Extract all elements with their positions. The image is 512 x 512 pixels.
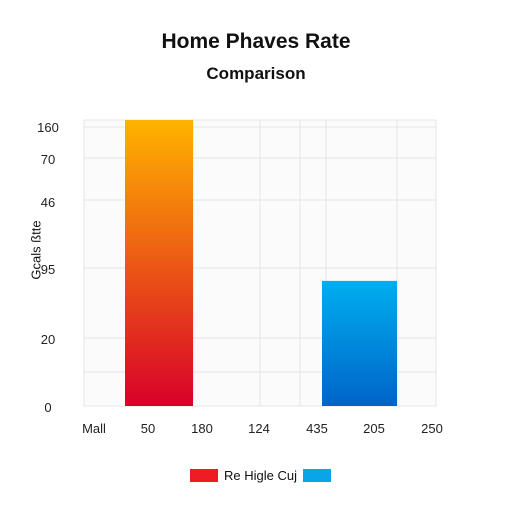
- legend-swatch-red: [190, 469, 218, 482]
- chart-subtitle: Comparison: [206, 64, 306, 83]
- y-tick-label: 20: [41, 332, 55, 347]
- y-tick-label: 70: [41, 152, 55, 167]
- x-tick-label: 50: [141, 421, 155, 436]
- bar-0: [125, 120, 193, 406]
- chart-title: Home Phaves Rate: [161, 30, 351, 53]
- bar-1: [322, 280, 397, 406]
- legend-label: Re Higle Cuj: [224, 468, 297, 483]
- x-tick-label: Mall: [82, 421, 106, 436]
- bars: [125, 120, 397, 406]
- x-tick-label: 435: [306, 421, 328, 436]
- y-tick-label: 0: [44, 400, 51, 415]
- x-tick-label: 250: [421, 421, 443, 436]
- y-tick-label: 46: [41, 195, 55, 210]
- y-tick-labels: 160 70 46 95 20 0: [37, 120, 59, 415]
- x-tick-label: 205: [363, 421, 385, 436]
- x-tick-label: 124: [248, 421, 270, 436]
- legend-swatch-blue: [302, 469, 331, 482]
- y-tick-label: 95: [41, 262, 55, 277]
- x-tick-labels: Mall 50 180 124 435 205 250: [82, 421, 443, 436]
- x-tick-label: 180: [191, 421, 213, 436]
- legend: Re Higle Cuj: [190, 468, 331, 483]
- y-tick-label: 160: [37, 120, 59, 135]
